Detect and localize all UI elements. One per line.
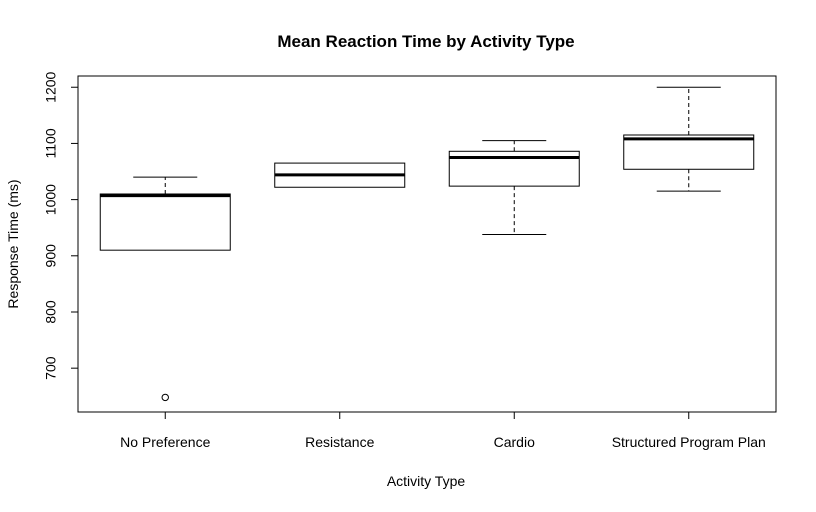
y-tick-label: 800 bbox=[43, 300, 59, 324]
box-resistance bbox=[274, 162, 406, 188]
box-no-preference bbox=[99, 176, 231, 402]
boxes-group bbox=[99, 86, 755, 402]
box-cardio bbox=[448, 140, 580, 235]
y-axis-label: Response Time (ms) bbox=[5, 179, 21, 308]
x-axis: No Preference Resistance Cardio Structured … bbox=[120, 411, 766, 450]
x-tick-label: No Preference bbox=[120, 434, 210, 450]
outlier-point bbox=[161, 393, 169, 402]
y-tick-label: 900 bbox=[43, 244, 59, 268]
x-axis-label: Activity Type bbox=[387, 473, 466, 489]
iqr-box bbox=[99, 193, 231, 251]
x-tick-label: Cardio bbox=[494, 434, 535, 450]
box-structured-program-plan bbox=[623, 86, 755, 192]
y-tick-label: 1000 bbox=[43, 184, 59, 215]
y-tick-label: 1100 bbox=[43, 128, 59, 158]
iqr-box bbox=[623, 134, 755, 170]
y-tick-label: 700 bbox=[43, 356, 59, 380]
y-axis: 700 800 900 1000 1100 1200 bbox=[43, 71, 79, 380]
x-tick-label: Resistance bbox=[305, 434, 374, 450]
x-tick-label: Structured Program Plan bbox=[612, 434, 766, 450]
chart-title: Mean Reaction Time by Activity Type bbox=[277, 32, 574, 51]
y-tick-label: 1200 bbox=[43, 71, 59, 102]
